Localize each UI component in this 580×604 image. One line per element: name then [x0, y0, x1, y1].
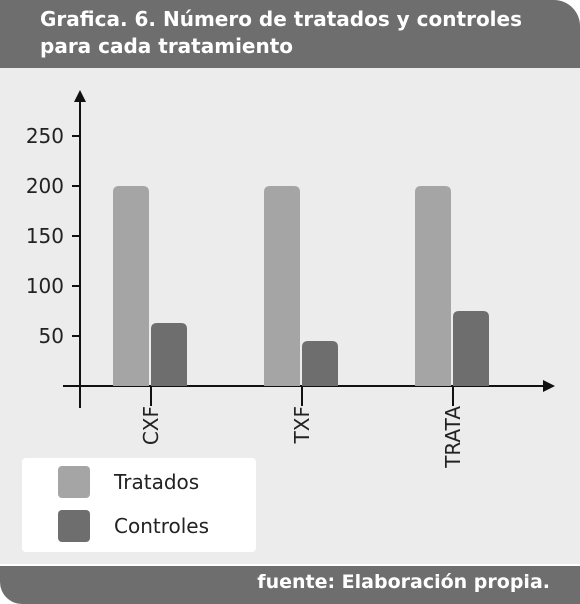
- chart-header: Grafica. 6. Número de tratados y control…: [0, 0, 580, 68]
- bar-tratados-txf: [264, 186, 300, 386]
- bar-chart: 50 100 150 200 250 CXF TXF TRATA: [26, 90, 555, 469]
- bar-tratados-cxf: [113, 186, 149, 386]
- source-note: fuente: Elaboración propia.: [257, 571, 550, 593]
- legend-swatch-controles: [58, 510, 90, 542]
- legend-label-tratados: Tratados: [114, 470, 200, 494]
- y-tick-label-150: 150: [26, 224, 64, 248]
- y-tick-label-100: 100: [26, 274, 64, 298]
- bar-tratados-trata: [415, 186, 451, 386]
- bar-controles-txf: [302, 341, 338, 386]
- legend-label-controles: Controles: [114, 514, 210, 538]
- bar-controles-trata: [453, 311, 489, 386]
- legend-swatch-tratados: [58, 466, 90, 498]
- y-tick-label-50: 50: [39, 324, 64, 348]
- chart-footer: fuente: Elaboración propia.: [0, 566, 580, 604]
- x-tick-label-txf: TXF: [290, 406, 314, 444]
- x-tick-label-cxf: CXF: [139, 406, 163, 445]
- x-axis-arrow: [543, 380, 555, 392]
- y-tick-label-250: 250: [26, 124, 64, 148]
- y-tick-label-200: 200: [26, 174, 64, 198]
- bar-controles-cxf: [151, 323, 187, 386]
- chart-title: Grafica. 6. Número de tratados y control…: [40, 7, 523, 58]
- x-tick-label-trata: TRATA: [441, 406, 465, 469]
- y-axis-arrow: [74, 90, 86, 102]
- legend: Tratados Controles: [22, 458, 256, 552]
